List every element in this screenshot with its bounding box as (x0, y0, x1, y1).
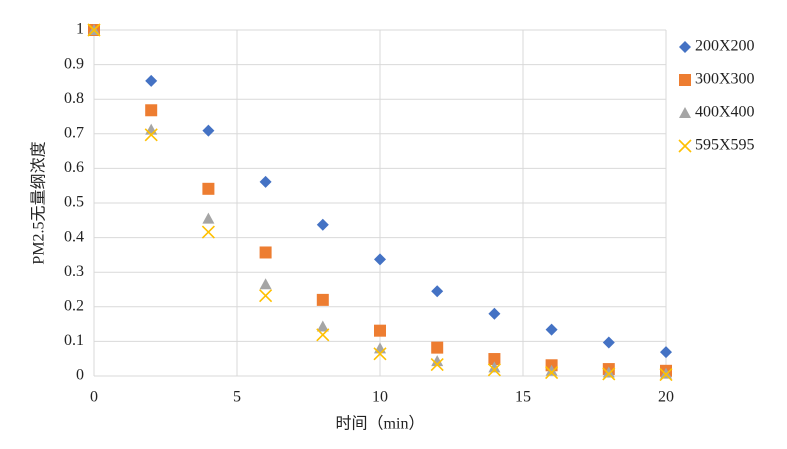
marker (602, 366, 615, 378)
marker (259, 246, 272, 259)
x-tick-label: 0 (90, 389, 98, 406)
marker (545, 364, 558, 376)
marker (678, 139, 692, 153)
x-tick-label: 15 (515, 389, 531, 406)
marker (316, 293, 329, 306)
marker (431, 285, 444, 298)
marker (679, 107, 691, 118)
legend-label: 200X200 (695, 38, 755, 55)
marker (259, 175, 272, 188)
x-axis-label: 时间（min） (336, 415, 425, 433)
marker (374, 342, 386, 354)
marker (316, 218, 329, 231)
x-tick-label: 5 (233, 389, 241, 406)
marker (202, 212, 215, 224)
marker (259, 278, 272, 290)
y-tick-label: 0.8 (64, 90, 84, 107)
marker (430, 358, 444, 372)
y-tick-label: 0.5 (64, 194, 84, 211)
marker (144, 128, 158, 142)
marker (202, 124, 215, 137)
marker (488, 353, 501, 366)
marker (602, 336, 615, 349)
x-tick-label: 20 (658, 389, 674, 406)
legend-label: 300X300 (695, 71, 755, 88)
marker (316, 328, 330, 342)
marker (602, 367, 616, 381)
y-tick-label: 0.9 (64, 55, 84, 72)
legend-label: 400X400 (695, 104, 755, 121)
y-tick-label: 0.4 (64, 228, 84, 245)
marker (259, 289, 273, 303)
marker (659, 368, 673, 382)
y-tick-label: 0.3 (64, 263, 84, 280)
y-axis-label: PM2.5无量纲浓度 (30, 141, 48, 264)
marker (145, 74, 158, 87)
marker (660, 367, 672, 379)
y-tick-label: 0.7 (64, 124, 84, 141)
marker (373, 347, 387, 361)
marker (679, 41, 691, 53)
marker (679, 74, 691, 86)
legend-label: 595X595 (695, 137, 755, 154)
marker (201, 225, 215, 239)
marker (431, 355, 444, 367)
marker (87, 23, 101, 37)
marker (487, 363, 501, 377)
marker (431, 341, 444, 354)
marker (545, 323, 558, 336)
y-tick-label: 0.6 (64, 159, 84, 176)
marker (545, 365, 559, 380)
y-tick-label: 0.2 (64, 297, 84, 314)
y-tick-label: 0.1 (64, 332, 84, 349)
marker (316, 320, 329, 332)
marker (145, 123, 158, 135)
marker (488, 307, 501, 320)
marker (145, 104, 158, 117)
x-tick-label: 10 (372, 389, 388, 406)
marker (660, 346, 672, 359)
y-tick-label: 0 (76, 367, 84, 384)
marker (374, 253, 386, 266)
marker (202, 182, 215, 195)
marker (488, 361, 501, 373)
marker (374, 324, 386, 337)
y-tick-label: 1 (76, 21, 84, 38)
